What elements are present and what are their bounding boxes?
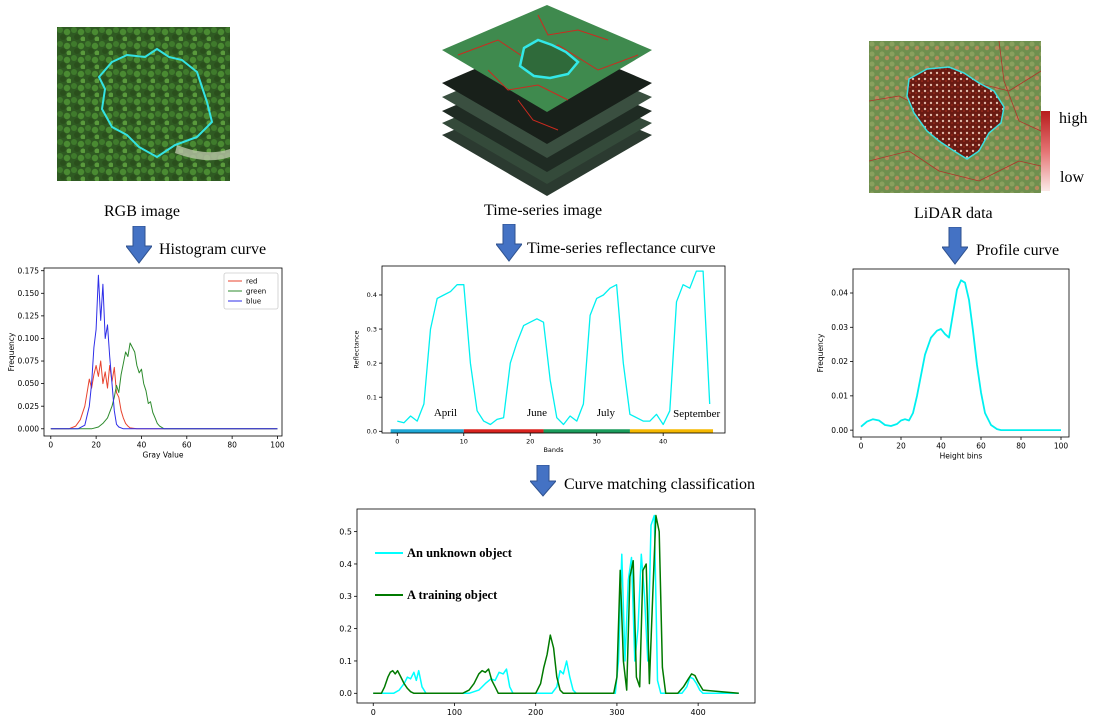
- lidar-colorbar: [1041, 111, 1050, 191]
- series-line-reflectance: [397, 270, 711, 426]
- y-tick-label: 0.4: [339, 560, 352, 569]
- x-tick-label: 40: [137, 441, 147, 450]
- time-series-image-caption: Time-series image: [484, 202, 603, 219]
- series-line-an-unknown-object: [373, 514, 739, 695]
- plot-frame: [43, 267, 283, 437]
- y-tick-label: 0.175: [18, 266, 40, 275]
- y-tick-label: 0.04: [831, 289, 848, 298]
- x-tick-label: 0: [395, 438, 399, 446]
- x-tick-label: 200: [528, 708, 543, 717]
- reflectance-chart: 0 10 20 30 40 0.0 0.1 0.2 0.3 0.4 Bands Reflectance…: [353, 265, 726, 454]
- y-tick-label: 0.3: [367, 325, 377, 333]
- series-line-red: [50, 360, 278, 430]
- month-label: July: [597, 407, 616, 419]
- y-tick-label: 0.025: [18, 402, 40, 411]
- x-tick-label: 0: [48, 441, 53, 450]
- y-tick-label: 0.2: [339, 624, 352, 633]
- y-tick-label: 0.2: [367, 359, 377, 367]
- y-tick-label: 0.01: [831, 391, 848, 400]
- legend-box: [223, 272, 279, 310]
- y-tick-label: 0.050: [18, 379, 40, 388]
- y-tick-label: 0.4: [367, 291, 377, 299]
- y-tick-label: 0.00: [831, 426, 848, 435]
- lidar-data-caption: LiDAR data: [914, 205, 993, 222]
- matching-chart: 0 100 200 300 400 0.0 0.1 0.2 0.3 0.4 0.5 An unknow…: [339, 508, 756, 717]
- time-series-curve-caption: Time-series reflectance curve: [527, 240, 716, 257]
- month-label: June: [527, 407, 547, 419]
- x-tick-label: 400: [691, 708, 706, 717]
- plot-frame: [381, 265, 726, 434]
- x-tick-label: 20: [526, 438, 534, 446]
- x-tick-label: 20: [91, 441, 101, 450]
- x-axis-label: Gray Value: [143, 450, 184, 459]
- profile-curve-caption: Profile curve: [976, 242, 1060, 259]
- y-tick-label: 0.0: [367, 428, 377, 436]
- x-tick-label: 100: [270, 441, 285, 450]
- profile-chart: 0 20 40 60 80 100 0.00 0.01 0.02 0.03 0.04 Height b…: [816, 268, 1070, 460]
- plot-frame: [852, 268, 1070, 438]
- histogram-curve-caption: Histogram curve: [159, 241, 267, 258]
- arrow-down-icon: [496, 224, 522, 262]
- lidar-legend-high: high: [1059, 110, 1088, 127]
- x-tick-label: 20: [896, 442, 906, 451]
- x-axis-label: Bands: [543, 446, 564, 454]
- legend-label: red: [246, 278, 257, 286]
- time-series-layers-image: [438, 0, 656, 198]
- x-tick-label: 300: [609, 708, 624, 717]
- x-tick-label: 30: [593, 438, 601, 446]
- y-tick-label: 0.02: [831, 357, 848, 366]
- x-axis-label: Height bins: [940, 451, 983, 460]
- y-tick-label: 0.150: [18, 289, 40, 298]
- y-tick-label: 0.3: [339, 592, 352, 601]
- y-axis-label: Frequency: [816, 333, 825, 372]
- month-label: April: [434, 407, 457, 419]
- y-tick-label: 0.5: [339, 527, 352, 536]
- y-tick-label: 0.03: [831, 323, 848, 332]
- x-tick-label: 10: [460, 438, 468, 446]
- y-tick-label: 0.100: [18, 334, 40, 343]
- y-tick-label: 0.0: [339, 689, 352, 698]
- x-tick-label: 80: [1016, 442, 1026, 451]
- legend-label: An unknown object: [407, 546, 513, 560]
- x-tick-label: 60: [976, 442, 986, 451]
- x-tick-label: 100: [1054, 442, 1069, 451]
- x-tick-label: 0: [859, 442, 864, 451]
- y-tick-label: 0.075: [18, 357, 40, 366]
- rgb-forest-image: [57, 27, 230, 181]
- lidar-legend-low: low: [1060, 169, 1084, 186]
- x-tick-label: 40: [659, 438, 667, 446]
- legend-label: green: [246, 288, 266, 296]
- y-axis-label: Frequency: [7, 332, 16, 371]
- arrow-down-icon: [530, 465, 556, 497]
- x-tick-label: 0: [371, 708, 376, 717]
- series-line-green: [50, 342, 278, 430]
- x-tick-label: 80: [227, 441, 237, 450]
- y-tick-label: 0.125: [18, 311, 40, 320]
- rgb-image-caption: RGB image: [104, 203, 180, 220]
- y-tick-label: 0.1: [339, 657, 352, 666]
- x-tick-label: 40: [936, 442, 946, 451]
- series-line-blue: [50, 274, 278, 430]
- arrow-down-icon: [126, 226, 152, 264]
- lidar-image: [869, 41, 1041, 193]
- legend-label: blue: [246, 298, 261, 306]
- y-tick-label: 0.000: [18, 424, 40, 433]
- arrow-down-icon: [942, 227, 968, 265]
- histogram-chart: 0 20 40 60 80 100 0.000 0.025 0.050 0.075 0.100 0.1…: [7, 266, 285, 459]
- y-axis-label: Reflectance: [353, 330, 361, 368]
- x-tick-label: 60: [182, 441, 192, 450]
- curve-matching-caption: Curve matching classification: [564, 476, 756, 493]
- series-line-profile: [860, 279, 1061, 432]
- legend-label: A training object: [407, 588, 498, 602]
- y-tick-label: 0.1: [367, 393, 377, 401]
- plot-frame: [356, 508, 756, 704]
- series-line-a-training-object: [373, 514, 739, 695]
- month-label: September: [673, 408, 720, 420]
- x-tick-label: 100: [447, 708, 462, 717]
